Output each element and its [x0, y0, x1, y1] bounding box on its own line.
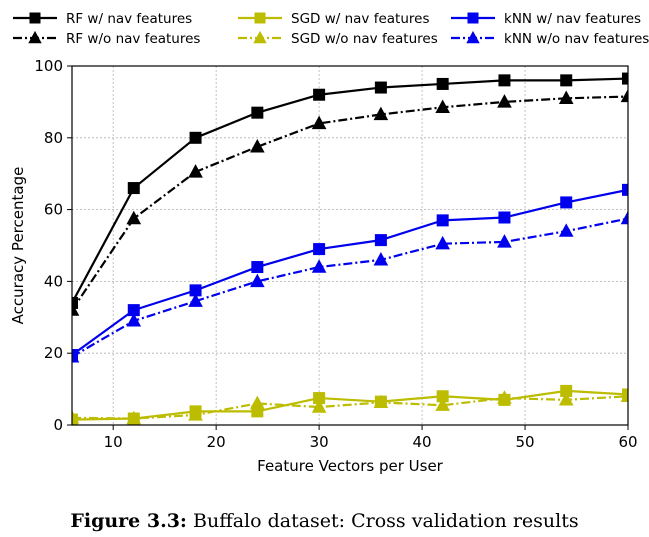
y-tick-label: 60 — [44, 201, 63, 219]
series-line — [72, 77, 628, 304]
legend-label: kNN w/ nav features — [504, 11, 641, 27]
data-point — [72, 296, 78, 309]
data-point — [72, 348, 80, 363]
data-point — [622, 183, 628, 196]
data-point — [435, 235, 450, 250]
legend-marker — [467, 12, 479, 24]
axis-ticks: 10 20 30 40 50 60 0 20 40 60 80 100 — [34, 57, 637, 451]
y-tick-label: 80 — [44, 129, 63, 147]
data-point — [188, 164, 203, 178]
x-tick-label: 50 — [515, 433, 534, 451]
data-point — [311, 259, 327, 273]
data-point — [127, 182, 140, 195]
data-point — [250, 273, 265, 288]
data-point — [311, 115, 327, 130]
series-markers — [72, 72, 628, 425]
data-point — [498, 211, 511, 224]
series-lines — [72, 77, 628, 421]
data-point — [498, 74, 511, 87]
data-point — [72, 302, 80, 316]
plot-frame — [71, 65, 629, 426]
legend-label: SGD w/o nav features — [291, 31, 438, 47]
data-point — [560, 196, 573, 209]
x-axis-label: Feature Vectors per User — [257, 457, 444, 475]
data-point — [373, 394, 389, 409]
data-point — [558, 90, 574, 104]
legend: RF w/ nav features RF w/o nav features SGD… — [13, 11, 649, 47]
data-point — [188, 407, 203, 421]
data-point — [435, 397, 450, 411]
series-line — [72, 395, 628, 420]
legend-label: RF w/ nav features — [66, 11, 192, 27]
data-point — [558, 392, 574, 406]
data-point — [373, 252, 389, 266]
data-point — [313, 392, 326, 405]
y-tick-label: 40 — [44, 272, 63, 290]
data-point — [250, 395, 265, 410]
data-point — [620, 88, 628, 103]
data-point — [72, 410, 80, 424]
y-tick-label: 0 — [53, 416, 63, 434]
series-line — [72, 389, 628, 421]
data-point — [435, 99, 450, 113]
data-point — [373, 106, 389, 121]
series-line — [72, 95, 628, 311]
x-tick-label: 30 — [310, 433, 329, 451]
data-point — [436, 77, 449, 90]
legend-marker — [29, 12, 41, 24]
data-point — [620, 210, 628, 225]
data-point — [127, 304, 140, 317]
data-point — [126, 210, 142, 225]
data-point — [436, 214, 449, 227]
x-tick-label: 60 — [618, 433, 637, 451]
data-point — [497, 234, 512, 248]
data-point — [313, 88, 326, 101]
x-tick-label: 10 — [104, 433, 123, 451]
data-point — [313, 243, 326, 256]
data-point — [189, 284, 202, 297]
legend-label: kNN w/o nav features — [504, 31, 649, 47]
x-tick-label: 20 — [207, 433, 226, 451]
figure-caption-label: Figure 3.3: — [70, 510, 187, 532]
y-tick-label: 20 — [44, 344, 63, 362]
y-tick-label: 100 — [34, 57, 63, 75]
data-point — [251, 261, 264, 274]
series-line — [72, 217, 628, 358]
data-point — [251, 405, 264, 418]
data-point — [311, 399, 327, 413]
legend-marker — [28, 30, 42, 44]
figure-caption-text: Buffalo dataset: Cross validation result… — [193, 510, 579, 532]
series-line — [72, 188, 628, 356]
legend-label: RF w/o nav features — [66, 31, 200, 47]
figure-caption: Figure 3.3: Buffalo dataset: Cross valid… — [0, 510, 649, 532]
data-point — [126, 313, 142, 327]
data-point — [497, 390, 512, 404]
data-point — [436, 390, 449, 403]
x-tick-label: 40 — [413, 433, 432, 451]
data-point — [126, 410, 142, 425]
data-point — [622, 72, 628, 85]
data-point — [374, 81, 387, 94]
data-point — [560, 384, 573, 397]
data-point — [250, 138, 265, 153]
legend-label: SGD w/ nav features — [291, 11, 429, 27]
data-point — [497, 94, 512, 108]
data-point — [620, 388, 628, 402]
y-axis-label: Accuracy Percentage — [9, 167, 27, 325]
legend-marker — [466, 30, 480, 44]
data-point — [560, 74, 573, 87]
data-point — [188, 293, 203, 307]
data-point — [251, 106, 264, 119]
legend-marker — [253, 30, 267, 44]
data-point — [558, 223, 574, 237]
data-point — [189, 131, 202, 144]
data-point — [374, 234, 387, 247]
legend-marker — [254, 12, 266, 24]
